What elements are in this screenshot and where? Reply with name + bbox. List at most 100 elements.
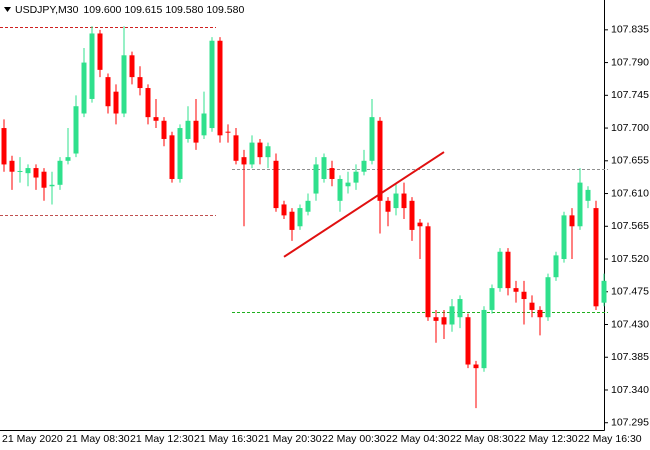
candle-body: [145, 88, 151, 118]
candle-body: [545, 277, 551, 318]
candle-body: [289, 211, 295, 230]
candle-body: [585, 189, 591, 201]
candle-body: [217, 40, 223, 136]
candle-body: [25, 168, 31, 174]
candle-body: [385, 200, 391, 212]
y-tick-label: 107.565: [611, 220, 649, 232]
candle-body: [209, 40, 215, 129]
candle-body: [49, 184, 55, 187]
candle-body: [409, 200, 415, 230]
y-tick-label: 107.340: [611, 384, 649, 396]
candle-body: [521, 291, 527, 300]
candle-body: [377, 120, 383, 201]
candle-body: [41, 171, 47, 188]
header-high: 109.615: [124, 4, 162, 16]
x-tick-label: 22 May 00:30: [322, 433, 386, 445]
y-tick-label: 107.610: [611, 187, 649, 199]
candle-body: [97, 33, 103, 70]
x-tick-label: 21 May 20:30: [258, 433, 322, 445]
y-tick-label: 107.520: [611, 253, 649, 265]
candle-body: [241, 157, 247, 165]
x-tick-label: 22 May 04:30: [386, 433, 450, 445]
x-tick-label: 21 May 08:30: [66, 433, 130, 445]
candle-body: [345, 182, 351, 187]
candle-body: [233, 135, 239, 161]
candle-body: [489, 288, 495, 310]
candle-body: [73, 106, 79, 154]
candle-body: [137, 77, 143, 89]
candle-body: [17, 170, 23, 172]
trend-line: [283, 151, 445, 258]
x-tick-label: 21 May 2020: [2, 433, 63, 445]
candle-body: [161, 120, 167, 139]
candle-body: [225, 131, 231, 133]
candle-body: [1, 128, 7, 165]
chart-header: USDJPY,M30 109.600 109.615 109.580 109.580: [15, 4, 244, 16]
candle-body: [89, 33, 95, 99]
x-tick-label: 22 May 16:30: [578, 433, 642, 445]
candle-body: [249, 142, 255, 165]
candle-body: [465, 317, 471, 365]
candle-body: [265, 146, 271, 158]
candle-body: [425, 226, 431, 318]
candle-body: [305, 200, 311, 212]
candle-body: [33, 168, 39, 178]
candle-body: [9, 160, 15, 172]
y-tick-label: 107.295: [611, 417, 649, 429]
menu-triangle[interactable]: [4, 7, 11, 12]
candle-body: [537, 309, 543, 318]
candle-body: [481, 309, 487, 369]
header-open: 109.600: [83, 4, 121, 16]
candle-body: [369, 117, 375, 161]
candle-body: [57, 160, 63, 185]
candle-body: [593, 208, 599, 307]
candle-body: [505, 251, 511, 289]
y-tick-label: 107.655: [611, 155, 649, 167]
candle-body: [449, 306, 455, 325]
candle-body: [105, 77, 111, 107]
candle-body: [153, 117, 159, 121]
candle-body: [393, 193, 399, 209]
y-tick-label: 107.385: [611, 351, 649, 363]
candle-body: [473, 364, 479, 369]
candle-body: [201, 113, 207, 136]
y-tick-label: 107.835: [611, 24, 649, 36]
candle-body: [569, 215, 575, 227]
candle-body: [297, 208, 303, 227]
candle-body: [65, 157, 71, 161]
y-tick-label: 107.700: [611, 122, 649, 134]
candle-body: [321, 157, 327, 179]
candle-body: [185, 120, 191, 139]
candle-body: [513, 288, 519, 292]
y-tick-label: 107.430: [611, 318, 649, 330]
candle-body: [169, 135, 175, 179]
candle-body: [329, 168, 335, 179]
x-tick-label: 22 May 12:30: [514, 433, 578, 445]
candle-body: [273, 160, 279, 209]
x-tick-label: 21 May 12:30: [130, 433, 194, 445]
candle-body: [417, 222, 423, 227]
candle-body: [313, 164, 319, 194]
candle-body: [497, 251, 503, 289]
candle-body: [129, 55, 135, 78]
candle-body: [121, 55, 127, 114]
candle-body: [193, 120, 199, 143]
candle-body: [457, 299, 463, 318]
candle-body: [177, 128, 183, 179]
candle-body: [553, 255, 559, 278]
candle-body: [561, 215, 567, 260]
candle-body: [577, 182, 583, 227]
header-close: 109.580: [206, 4, 244, 16]
x-tick-label: 22 May 08:30: [450, 433, 514, 445]
candle-body: [337, 178, 343, 201]
candle-body: [81, 62, 87, 114]
x-tick-label: 21 May 16:30: [194, 433, 258, 445]
candle-body: [113, 91, 119, 114]
candle-body: [257, 142, 263, 158]
y-tick-label: 107.745: [611, 89, 649, 101]
header-low: 109.580: [165, 4, 203, 16]
candle-body: [361, 160, 367, 172]
candle-body: [441, 317, 447, 325]
candle-body: [529, 302, 535, 310]
